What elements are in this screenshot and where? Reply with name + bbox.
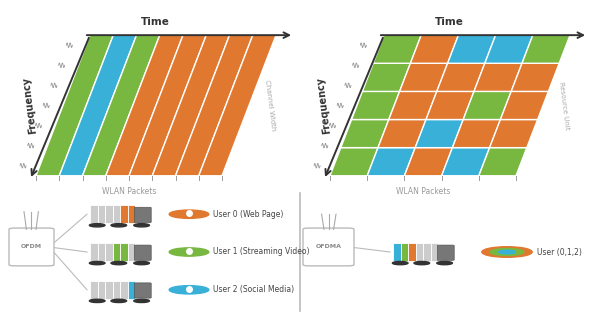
- Circle shape: [499, 250, 515, 254]
- Circle shape: [437, 261, 452, 265]
- Circle shape: [89, 299, 105, 302]
- Bar: [120, 281, 128, 299]
- Polygon shape: [152, 35, 229, 176]
- Text: Frequency: Frequency: [22, 77, 38, 135]
- Polygon shape: [36, 35, 113, 176]
- Bar: [113, 205, 120, 223]
- Text: WLAN Packets: WLAN Packets: [102, 186, 156, 196]
- Bar: [113, 243, 120, 261]
- FancyBboxPatch shape: [9, 228, 54, 266]
- Polygon shape: [106, 35, 183, 176]
- Text: WLAN Packets: WLAN Packets: [396, 186, 450, 196]
- Circle shape: [111, 299, 127, 302]
- Bar: [90, 243, 97, 261]
- Bar: [90, 205, 97, 223]
- Bar: [408, 243, 416, 261]
- Circle shape: [134, 299, 149, 302]
- Circle shape: [169, 286, 209, 294]
- Polygon shape: [415, 119, 463, 148]
- Polygon shape: [485, 35, 533, 63]
- Polygon shape: [437, 63, 485, 91]
- Polygon shape: [442, 148, 490, 176]
- Bar: [401, 243, 408, 261]
- Bar: [97, 243, 105, 261]
- Bar: [105, 243, 113, 261]
- FancyBboxPatch shape: [303, 228, 354, 266]
- Polygon shape: [463, 91, 511, 119]
- Polygon shape: [474, 63, 522, 91]
- Polygon shape: [404, 148, 452, 176]
- Circle shape: [89, 261, 105, 265]
- Bar: [128, 205, 135, 223]
- Polygon shape: [490, 119, 538, 148]
- Circle shape: [414, 261, 430, 265]
- Polygon shape: [522, 35, 570, 63]
- Circle shape: [111, 261, 127, 265]
- Polygon shape: [330, 148, 378, 176]
- Bar: [423, 243, 431, 261]
- Polygon shape: [400, 63, 448, 91]
- Bar: [393, 243, 401, 261]
- Polygon shape: [59, 35, 137, 176]
- Polygon shape: [199, 35, 276, 176]
- Circle shape: [490, 249, 524, 255]
- Bar: [105, 281, 113, 299]
- Polygon shape: [362, 63, 410, 91]
- Polygon shape: [410, 35, 458, 63]
- Polygon shape: [452, 119, 500, 148]
- Polygon shape: [378, 119, 426, 148]
- Polygon shape: [373, 35, 421, 63]
- Text: Channel Width: Channel Width: [264, 80, 277, 131]
- Bar: [120, 243, 128, 261]
- Circle shape: [134, 261, 149, 265]
- Bar: [97, 205, 105, 223]
- Polygon shape: [389, 91, 437, 119]
- Text: OFDMA: OFDMA: [316, 244, 342, 249]
- Bar: [120, 205, 128, 223]
- Text: User 1 (Streaming Video): User 1 (Streaming Video): [213, 248, 310, 256]
- Circle shape: [89, 224, 105, 227]
- Circle shape: [482, 247, 532, 257]
- Polygon shape: [83, 35, 160, 176]
- Bar: [431, 243, 438, 261]
- FancyBboxPatch shape: [437, 245, 454, 260]
- FancyBboxPatch shape: [134, 245, 151, 260]
- Bar: [97, 281, 105, 299]
- Circle shape: [392, 261, 408, 265]
- Polygon shape: [511, 63, 559, 91]
- Polygon shape: [176, 35, 253, 176]
- FancyBboxPatch shape: [134, 283, 151, 298]
- Bar: [113, 281, 120, 299]
- Polygon shape: [448, 35, 496, 63]
- Text: Time: Time: [434, 17, 464, 27]
- Polygon shape: [341, 119, 389, 148]
- Text: User 2 (Social Media): User 2 (Social Media): [213, 285, 294, 294]
- Text: Frequency: Frequency: [316, 77, 332, 135]
- Polygon shape: [426, 91, 474, 119]
- Circle shape: [134, 224, 149, 227]
- Bar: [415, 243, 423, 261]
- Polygon shape: [352, 91, 400, 119]
- Polygon shape: [129, 35, 206, 176]
- Text: OFDM: OFDM: [20, 244, 42, 249]
- Bar: [128, 243, 135, 261]
- Bar: [128, 281, 135, 299]
- Bar: [90, 281, 97, 299]
- Polygon shape: [367, 148, 415, 176]
- Text: Time: Time: [140, 17, 170, 27]
- Polygon shape: [500, 91, 548, 119]
- Bar: [105, 205, 113, 223]
- Circle shape: [111, 224, 127, 227]
- Circle shape: [169, 248, 209, 256]
- Text: User 0 (Web Page): User 0 (Web Page): [213, 210, 283, 219]
- Polygon shape: [479, 148, 527, 176]
- Text: Resource Unit: Resource Unit: [558, 81, 570, 130]
- Circle shape: [169, 210, 209, 218]
- FancyBboxPatch shape: [134, 207, 151, 222]
- Text: User (0,1,2): User (0,1,2): [537, 248, 582, 256]
